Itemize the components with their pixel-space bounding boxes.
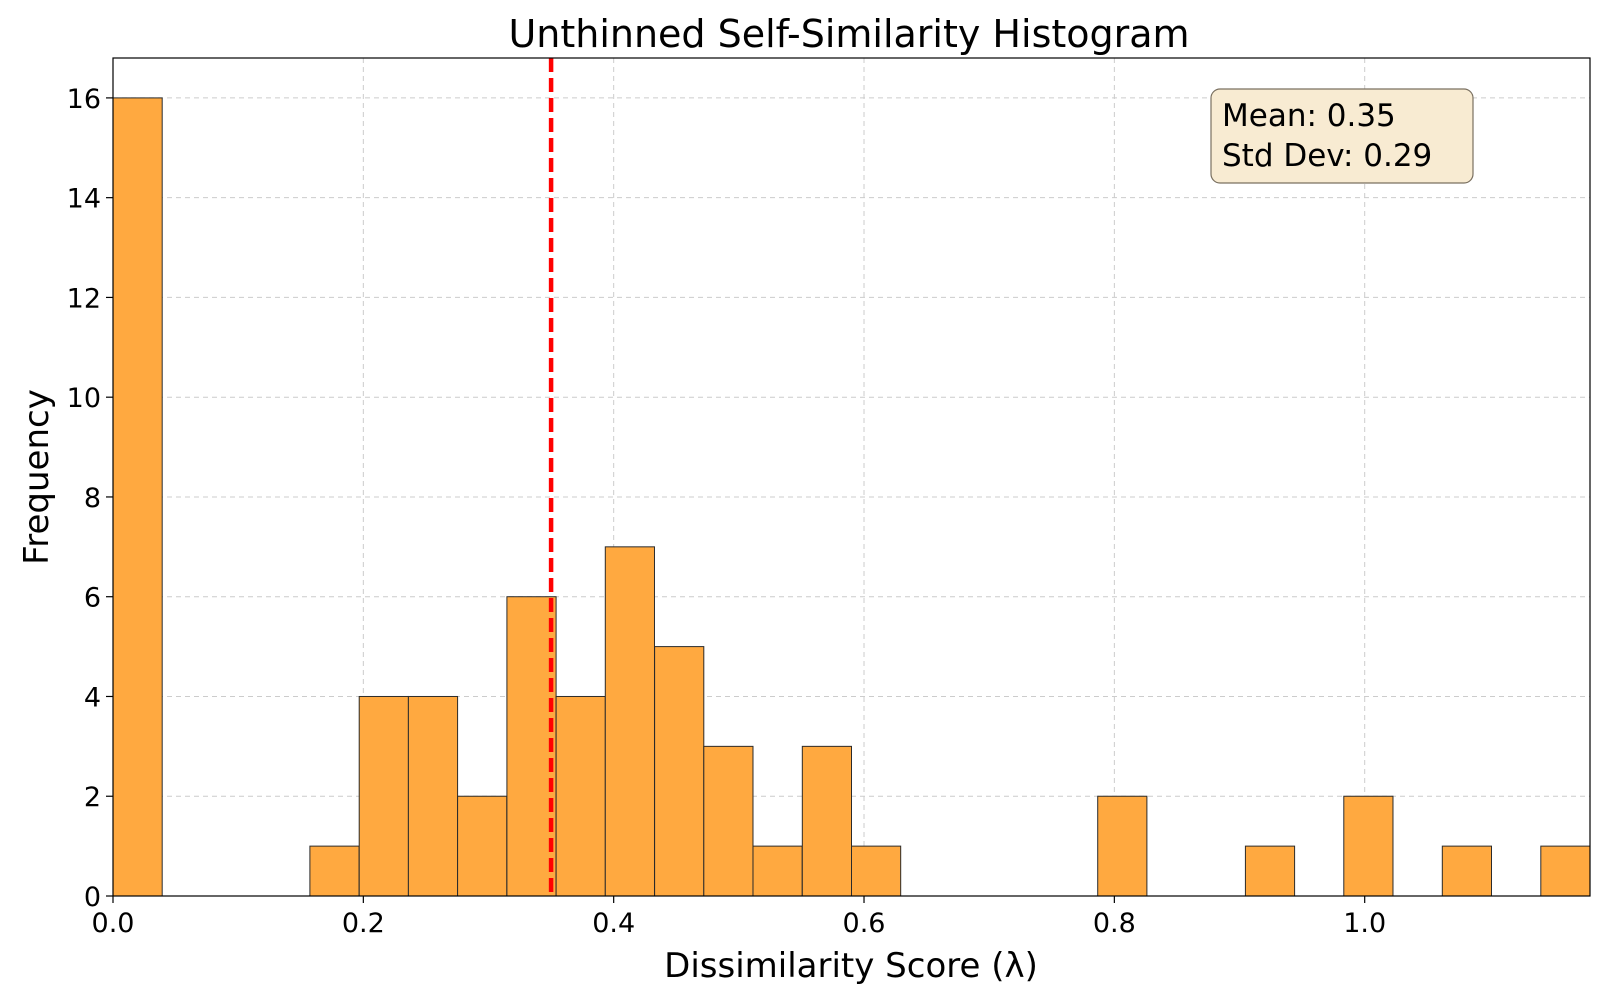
- histogram-bars: [112, 97, 1591, 897]
- x-axis-label: Dissimilarity Score (λ): [664, 946, 1038, 986]
- histogram-bar: [1097, 795, 1148, 897]
- chart-title: Unthinned Self-Similarity Histogram: [508, 12, 1189, 56]
- histogram-bar: [752, 845, 803, 897]
- x-tick-label: 0.8: [1093, 908, 1136, 939]
- histogram-bar: [555, 695, 606, 897]
- x-tick-label: 1.0: [1343, 908, 1386, 939]
- histogram-bar: [654, 646, 705, 897]
- stats-annotation: Mean: 0.35 Std Dev: 0.29: [1210, 88, 1474, 184]
- histogram-bar: [801, 745, 853, 897]
- histogram-bar: [1343, 795, 1394, 897]
- histogram-bar: [703, 745, 754, 897]
- x-tick-label: 0.0: [92, 908, 135, 939]
- y-tick-label: 6: [84, 583, 101, 614]
- stats-box: [1210, 88, 1474, 184]
- plot-area-frame: [112, 57, 1591, 897]
- histogram-bar: [112, 97, 163, 897]
- histogram-bar: [457, 795, 508, 897]
- y-tick-label: 2: [84, 782, 101, 813]
- stats-mean-text: Mean: 0.35: [1222, 98, 1396, 134]
- histogram-bar: [358, 695, 409, 897]
- x-tick-label: 0.4: [592, 908, 635, 939]
- y-axis-ticks: 0 2 4 6 8 10 12 14 16: [67, 84, 113, 913]
- y-tick-label: 0: [84, 882, 101, 913]
- x-tick-label: 0.2: [342, 908, 385, 939]
- y-tick-label: 14: [67, 184, 101, 215]
- y-tick-label: 8: [84, 483, 101, 514]
- x-axis-ticks: 0.0 0.2 0.4 0.6 0.8 1.0: [92, 896, 1386, 939]
- histogram-bar: [851, 845, 902, 897]
- histogram-bar: [1540, 845, 1591, 897]
- y-tick-label: 4: [84, 682, 101, 713]
- histogram-bar: [604, 546, 655, 897]
- histogram-bar: [407, 695, 459, 897]
- y-tick-label: 12: [67, 283, 101, 314]
- x-tick-label: 0.6: [843, 908, 886, 939]
- histogram-bar: [1244, 845, 1296, 897]
- histogram-bar: [1441, 845, 1492, 897]
- y-tick-label: 10: [67, 383, 101, 414]
- histogram-bar: [506, 596, 557, 897]
- stats-stddev-text: Std Dev: 0.29: [1222, 138, 1432, 174]
- y-tick-label: 16: [67, 84, 101, 115]
- y-axis-label: Frequency: [17, 389, 57, 565]
- histogram-bar: [309, 845, 360, 897]
